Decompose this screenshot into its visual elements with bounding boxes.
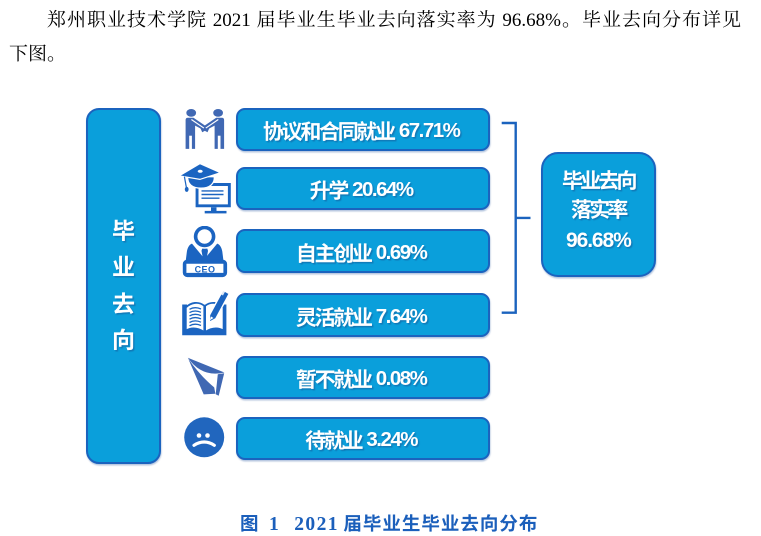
- svg-text:CEO: CEO: [194, 264, 215, 274]
